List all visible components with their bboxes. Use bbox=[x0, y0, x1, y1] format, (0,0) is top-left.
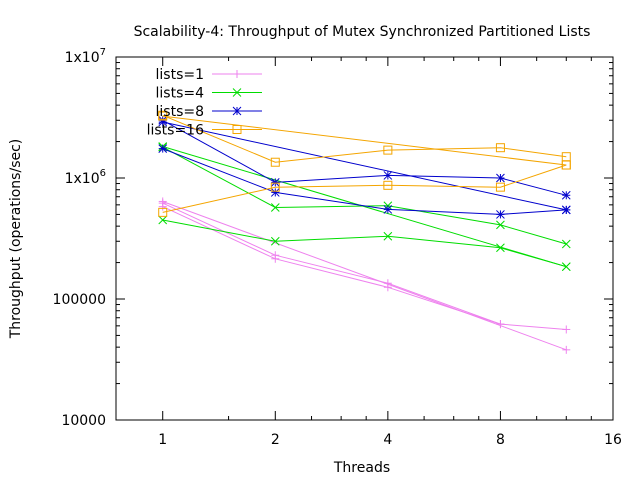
series-3 bbox=[158, 110, 571, 217]
marker-stroke bbox=[232, 125, 242, 134]
series-line bbox=[162, 219, 567, 268]
x-tick-label: 2 bbox=[271, 432, 280, 448]
data-point bbox=[561, 205, 571, 215]
data-point bbox=[383, 171, 393, 180]
y-tick-label: 100000 bbox=[53, 292, 106, 308]
y-tick-label: 1x106 bbox=[65, 168, 106, 187]
marker-stroke bbox=[232, 106, 242, 116]
marker-stroke bbox=[383, 205, 393, 214]
marker-stroke bbox=[270, 188, 280, 197]
data-point bbox=[271, 254, 280, 263]
data-point bbox=[270, 188, 280, 197]
legend-marker bbox=[232, 88, 242, 97]
data-point bbox=[495, 182, 505, 192]
data-point bbox=[270, 157, 280, 167]
data-point bbox=[383, 180, 393, 190]
data-point bbox=[158, 144, 168, 153]
data-point bbox=[383, 145, 393, 155]
data-point bbox=[561, 239, 571, 249]
marker-stroke bbox=[495, 182, 505, 192]
marker-stroke bbox=[270, 182, 280, 192]
marker-stroke bbox=[270, 178, 280, 187]
x-tick-label: 8 bbox=[496, 432, 505, 448]
marker-stroke bbox=[496, 243, 505, 253]
data-point bbox=[495, 143, 505, 153]
series-line bbox=[162, 164, 567, 213]
axes: 1 2 4 8 16 10000 100000 1x106 1x107 bbox=[53, 47, 622, 448]
series-line bbox=[162, 206, 501, 325]
marker-stroke bbox=[270, 236, 280, 246]
series-line bbox=[162, 115, 567, 166]
data-point bbox=[496, 243, 505, 253]
legend-marker bbox=[233, 70, 241, 78]
series-0 bbox=[158, 197, 571, 354]
series-line bbox=[162, 202, 567, 330]
marker-stroke bbox=[158, 111, 168, 121]
legend-label: lists=16 bbox=[147, 123, 204, 139]
marker-stroke bbox=[383, 145, 393, 155]
data-point bbox=[270, 203, 280, 212]
marker-stroke bbox=[561, 239, 571, 249]
plot-frame bbox=[115, 56, 614, 421]
marker-stroke bbox=[383, 180, 393, 190]
series-line bbox=[162, 146, 567, 268]
y-tick-label: 1x107 bbox=[65, 47, 106, 66]
x-axis-label: Threads bbox=[333, 460, 390, 476]
data-point bbox=[562, 325, 571, 334]
marker-stroke bbox=[496, 210, 505, 219]
marker-stroke bbox=[158, 144, 168, 153]
series-line bbox=[162, 121, 567, 211]
y-axis-label: Throughput (operations/sec) bbox=[8, 139, 24, 340]
data-point bbox=[270, 178, 280, 187]
marker-stroke bbox=[496, 220, 505, 230]
marker-stroke bbox=[232, 88, 242, 97]
x-tick-label: 1 bbox=[158, 432, 167, 448]
data-point bbox=[158, 207, 168, 217]
data-point bbox=[496, 210, 505, 219]
marker-stroke bbox=[561, 190, 571, 200]
series-2 bbox=[158, 115, 571, 219]
series-1 bbox=[158, 142, 571, 272]
data-point bbox=[270, 236, 280, 246]
series-line bbox=[162, 114, 567, 163]
legend-label: lists=4 bbox=[156, 86, 205, 102]
marker-stroke bbox=[383, 231, 393, 241]
legend-label: lists=1 bbox=[156, 67, 205, 83]
data-point bbox=[561, 262, 571, 272]
legend-marker bbox=[232, 106, 242, 116]
data-point bbox=[383, 205, 393, 214]
data-point bbox=[158, 215, 168, 225]
series-line bbox=[162, 146, 567, 245]
data-point bbox=[383, 231, 393, 241]
marker-stroke bbox=[496, 173, 505, 183]
series-line bbox=[162, 148, 567, 215]
marker-stroke bbox=[495, 143, 505, 153]
data-point bbox=[496, 220, 505, 230]
marker-stroke bbox=[158, 215, 168, 225]
data-point bbox=[158, 111, 168, 121]
x-tick-label: 16 bbox=[604, 432, 622, 448]
marker-stroke bbox=[270, 157, 280, 167]
marker-stroke bbox=[561, 160, 571, 170]
marker-stroke bbox=[158, 207, 168, 217]
data-point bbox=[158, 197, 167, 206]
marker-stroke bbox=[270, 203, 280, 212]
series-line bbox=[162, 201, 567, 351]
legend-label: lists=8 bbox=[156, 104, 205, 120]
marker-stroke bbox=[383, 171, 393, 180]
data-point bbox=[561, 190, 571, 200]
marker-stroke bbox=[561, 205, 571, 215]
y-tick-label: 10000 bbox=[61, 413, 106, 429]
data-point bbox=[496, 173, 505, 183]
data-point bbox=[562, 345, 571, 354]
legend-marker bbox=[232, 125, 242, 134]
legend: lists=1 lists=4 lists=8 lists=16 bbox=[147, 67, 262, 139]
data-point bbox=[270, 182, 280, 192]
chart-title: Scalability-4: Throughput of Mutex Synch… bbox=[134, 24, 591, 40]
data-point bbox=[561, 160, 571, 170]
series-layer bbox=[158, 110, 571, 354]
x-tick-label: 4 bbox=[383, 432, 392, 448]
marker-stroke bbox=[561, 262, 571, 272]
